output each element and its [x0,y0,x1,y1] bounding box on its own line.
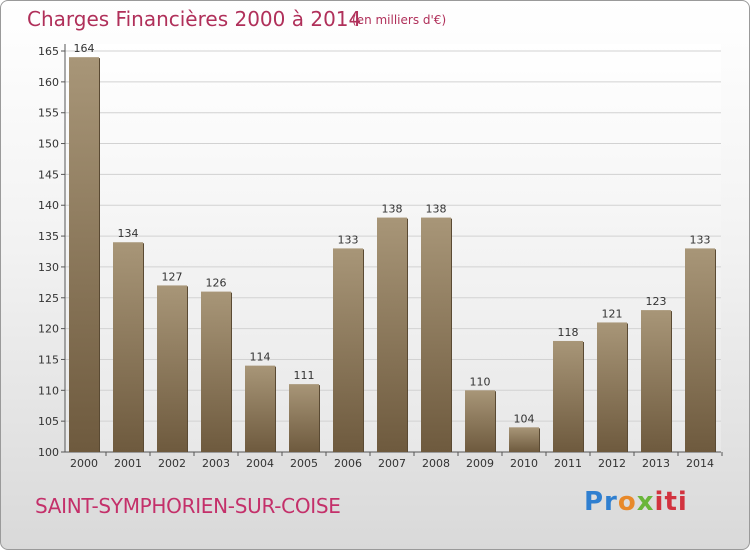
data-label: 114 [250,351,271,364]
x-tick-label: 2001 [114,457,142,470]
y-tick-label: 125 [38,292,59,305]
x-tick-label: 2005 [290,457,318,470]
x-tick-label: 2012 [598,457,626,470]
logo-part: o [617,487,637,517]
x-tick-label: 2004 [246,457,274,470]
x-tick-label: 2006 [334,457,362,470]
data-label: 133 [338,233,359,246]
bar-2007 [377,217,407,452]
bar-2013 [641,310,671,452]
bar-2003 [201,291,231,452]
bar-2008 [421,217,451,452]
data-label: 111 [294,369,315,382]
bar-2014 [685,248,715,452]
logo-part: iti [654,487,688,517]
y-tick-label: 140 [38,199,59,212]
bar-2000 [69,57,99,453]
data-label: 138 [426,203,447,216]
logo-part: x [636,487,655,517]
bar-2006 [333,248,363,452]
x-tick-label: 2011 [554,457,582,470]
data-label: 133 [690,233,711,246]
bar-2010 [509,427,539,452]
bar-2012 [597,322,627,452]
bars: 164 134 127 126 114 111 133 138 138 110 104 118 121 1… [69,42,716,453]
y-tick-label: 115 [38,353,59,366]
y-tick-label: 100 [38,446,59,459]
y-tick-label: 145 [38,168,59,181]
data-label: 134 [118,227,139,240]
proxiti-logo[interactable]: Proxiti [584,487,688,517]
y-tick-label: 135 [38,230,59,243]
data-label: 138 [382,203,403,216]
y-tick-label: 130 [38,261,59,274]
y-tick-label: 120 [38,323,59,336]
y-tick-label: 150 [38,138,59,151]
bar-2004 [245,365,275,452]
x-tick-label: 2013 [642,457,670,470]
logo-part: Pr [584,487,618,517]
y-tick-label: 155 [38,107,59,120]
y-tick-label: 165 [38,45,59,58]
x-tick-label: 2014 [686,457,714,470]
x-tick-label: 2000 [70,457,98,470]
x-tick-label: 2008 [422,457,450,470]
data-label: 164 [74,42,95,55]
bar-2005 [289,384,319,452]
x-tick-label: 2003 [202,457,230,470]
data-label: 121 [602,307,623,320]
bar-2011 [553,340,583,452]
bar-2002 [157,285,187,452]
data-label: 118 [558,326,579,339]
y-tick-label: 110 [38,384,59,397]
data-label: 123 [646,295,667,308]
x-axis-labels: 2000 2001 2002 2003 2004 2005 2006 2007 2008 2009… [70,452,723,470]
x-tick-label: 2007 [378,457,406,470]
y-tick-label: 160 [38,76,59,89]
commune-name: SAINT-SYMPHORIEN-SUR-COISE [35,494,341,518]
data-label: 126 [206,277,227,290]
bar-2001 [113,242,143,452]
x-tick-label: 2009 [466,457,494,470]
data-label: 104 [514,412,535,425]
x-tick-label: 2002 [158,457,186,470]
y-tick-label: 105 [38,415,59,428]
data-label: 110 [470,375,491,388]
data-label: 127 [162,270,183,283]
chart-title: Charges Financières 2000 à 2014 [27,7,362,31]
x-tick-label: 2010 [510,457,538,470]
bar-2009 [465,390,495,452]
chart-unit-note: (en milliers d'€) [352,13,447,27]
